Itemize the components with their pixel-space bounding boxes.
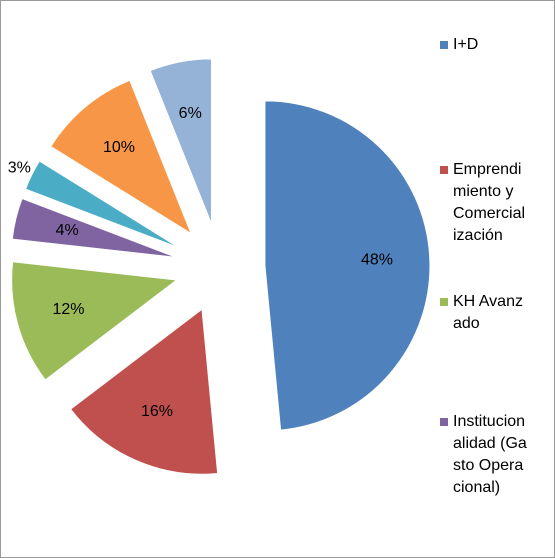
data-label: 6% [179, 105, 202, 122]
legend-label: KH Avanzado [453, 293, 523, 332]
legend-label: Emprendimiento y Comercialización [453, 161, 526, 244]
legend-label: I+D [453, 36, 479, 53]
legend-item: Emprendimiento y Comercialización [440, 159, 550, 247]
data-label: 48% [361, 252, 393, 269]
pie-slice [24, 160, 180, 249]
pie-slice [50, 79, 193, 235]
data-label: 4% [56, 222, 79, 239]
legend-swatch [440, 166, 448, 174]
data-label: 3% [8, 160, 31, 177]
data-label: 16% [141, 403, 173, 420]
pie-slice [11, 261, 178, 381]
pie-slice [69, 308, 219, 475]
data-label: 12% [52, 301, 84, 318]
legend-item: KH Avanzado [440, 291, 550, 335]
legend-swatch [440, 418, 448, 426]
pie-slice [149, 58, 212, 224]
pie-slice [11, 197, 177, 258]
legend-swatch [440, 41, 448, 49]
legend-swatch [440, 298, 448, 306]
legend-label: Institucionalidad (Gasto Operacional) [453, 413, 527, 496]
data-label: 10% [103, 139, 135, 156]
legend-item: I+D [440, 34, 550, 56]
pie-slice [264, 100, 431, 431]
legend-item: Institucionalidad (Gasto Operacional) [440, 411, 550, 499]
